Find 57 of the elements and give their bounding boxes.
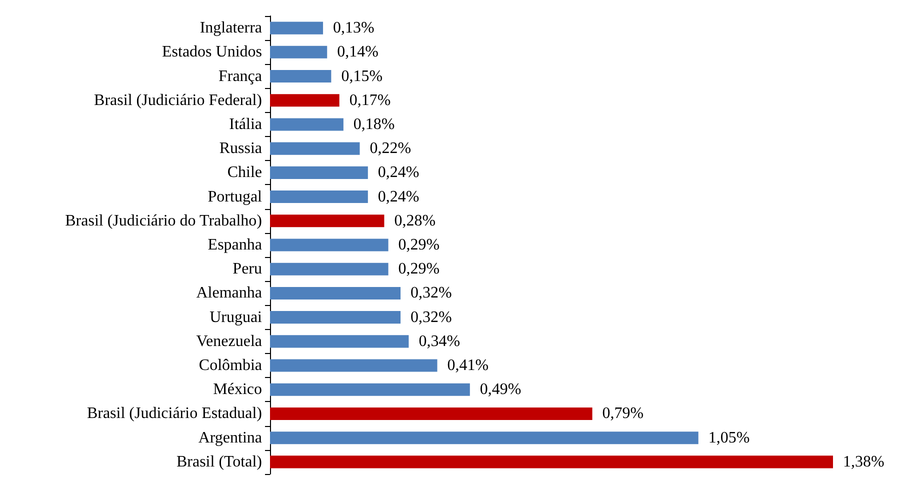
- data-label: 1,38%: [843, 453, 884, 470]
- y-tick-label: Portugal: [208, 188, 263, 206]
- y-tick-label: Brasil (Judiciário Federal): [94, 92, 262, 109]
- data-label: 0,13%: [333, 20, 374, 37]
- y-tick-label: Brasil (Judiciário do Trabalho): [65, 212, 262, 230]
- y-tick-label: Brasil (Judiciário Estadual): [86, 405, 262, 422]
- bar: [270, 142, 360, 155]
- data-label: 0,22%: [370, 140, 412, 158]
- data-label: 0,34%: [418, 332, 460, 350]
- bar: [270, 262, 388, 276]
- data-label: 0,29%: [398, 260, 440, 278]
- bar: [270, 118, 344, 131]
- y-tick-label: Espanha: [208, 236, 262, 254]
- bar: [270, 359, 438, 372]
- data-label: 1,05%: [708, 429, 750, 446]
- data-label: 0,32%: [410, 308, 452, 326]
- data-label: 0,24%: [378, 188, 420, 206]
- y-tick-label: Peru: [232, 260, 262, 278]
- bar: [270, 166, 368, 179]
- bar: [270, 286, 401, 300]
- y-tick-label: Brasil (Total): [176, 453, 262, 470]
- data-label: 0,15%: [341, 68, 383, 85]
- data-label: 0,17%: [349, 92, 391, 109]
- y-tick-label: México: [213, 381, 262, 398]
- bar: [270, 335, 409, 348]
- data-label: 0,18%: [353, 116, 395, 133]
- data-label: 0,29%: [398, 236, 440, 254]
- data-label: 0,41%: [447, 357, 489, 374]
- y-tick-label: Itália: [229, 116, 262, 133]
- data-label: 0,24%: [378, 164, 420, 182]
- data-label: 0,79%: [602, 405, 644, 422]
- bar: [270, 238, 388, 252]
- data-label: 0,14%: [337, 44, 378, 61]
- data-label: 0,49%: [480, 381, 522, 398]
- y-tick-label: Venezuela: [196, 332, 262, 350]
- bar: [270, 214, 384, 228]
- bar: [270, 456, 833, 468]
- data-label: 0,32%: [410, 284, 452, 302]
- y-tick-label: Uruguai: [210, 308, 263, 326]
- bar: [270, 311, 401, 324]
- y-tick-label: Russia: [219, 140, 262, 158]
- y-tick-label: Colômbia: [198, 357, 262, 374]
- bar: [270, 94, 340, 107]
- y-tick-label: Alemanha: [196, 284, 262, 302]
- bar: [270, 46, 328, 58]
- bar: [270, 407, 592, 420]
- data-label: 0,28%: [394, 212, 436, 230]
- bar: [270, 22, 324, 34]
- bar: [270, 383, 470, 396]
- bar: [270, 190, 368, 204]
- bar: [270, 70, 332, 83]
- y-tick-label: Estados Unidos: [162, 44, 262, 61]
- bar: [270, 432, 698, 444]
- y-tick-label: Inglaterra: [200, 20, 262, 37]
- y-tick-label: Argentina: [198, 429, 262, 446]
- y-tick-label: França: [218, 68, 262, 85]
- y-tick-label: Chile: [227, 164, 262, 182]
